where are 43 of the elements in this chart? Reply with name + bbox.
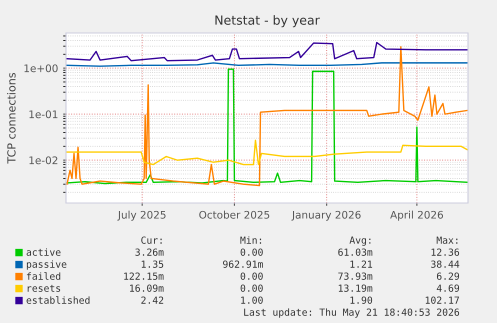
text: 0.00 [240,284,263,292]
legend-label: passive [26,260,66,270]
text: 1.35 [142,260,164,268]
text: 4.69 [436,284,460,292]
legend-label: active [26,248,61,256]
legend-label: failed [26,272,60,280]
x-tick-label: July 2025 [117,210,166,221]
legend-label: resets [28,284,60,292]
text: 2.42 [141,296,164,304]
text: Last update: Thu May 21 18:40:53 2026 [244,308,460,318]
text: Avg: [350,236,370,246]
text: 38.44 [431,260,460,268]
text: 102.17 [426,296,459,304]
text: 13.19m [338,284,372,292]
line-series [66,42,468,62]
y-tick-label: 1e-01 [29,110,58,118]
legend-label: established [26,296,90,304]
line-series [66,68,468,184]
text: 962.91m [223,260,263,268]
text: 16.09m [130,284,164,292]
text: 12.36 [432,248,460,256]
text: 6.29 [436,272,460,280]
text: 1.21 [350,260,372,268]
text: 3.26m [135,248,164,256]
text: 0.00 [240,272,263,280]
x-tick-label: April 2026 [390,210,444,221]
text: Cur: [141,236,162,244]
chart-title: Netstat - by year [215,15,320,28]
text: 0.00 [240,248,263,256]
y-tick-label: 1e+00 [24,64,58,72]
text: Min: [240,236,262,244]
text: 61.03m [338,248,372,256]
y-axis-title: TCP connections [7,72,16,164]
text: 1.90 [350,296,372,304]
text: 122.15m [124,272,164,280]
y-tick-label: 1e-02 [29,156,58,164]
line-series [66,46,468,186]
x-tick-label: January 2026 [291,210,361,221]
x-tick-label: October 2025 [199,210,270,219]
text: Max: [436,236,458,244]
line-series [66,140,468,166]
text: 73.93m [338,272,372,280]
text: 1.00 [241,296,263,304]
